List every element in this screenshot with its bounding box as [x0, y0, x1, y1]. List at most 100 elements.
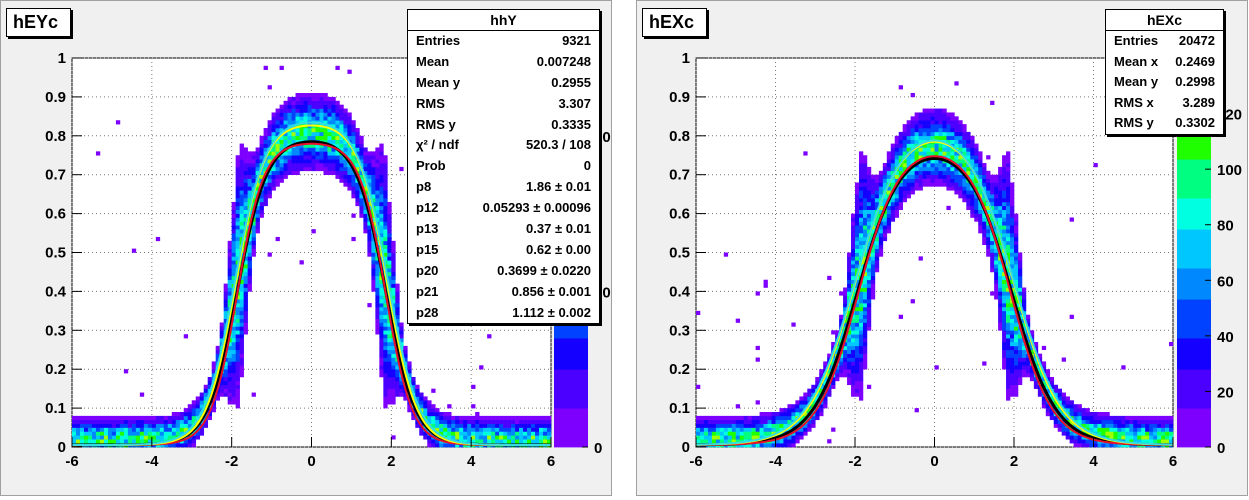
histogram-cell: [954, 186, 959, 191]
histogram-cell: [870, 190, 876, 195]
histogram-cell: [487, 435, 492, 440]
histogram-cell: [946, 116, 951, 121]
histogram-cell: [978, 217, 983, 222]
stats-label: χ² / ndf: [416, 137, 459, 153]
histogram-cell: [978, 163, 983, 168]
histogram-cell: [858, 205, 864, 211]
histogram-cell: [279, 159, 284, 164]
histogram-cell: [487, 415, 492, 421]
histogram-cell: [491, 423, 496, 428]
histogram-cell: [527, 431, 532, 436]
stats-label: p20: [416, 262, 439, 278]
histogram-cell: [247, 190, 252, 195]
histogram-cell: [175, 423, 181, 428]
histogram-cell: [866, 213, 872, 218]
histogram-cell: [171, 443, 177, 448]
histogram-cell: [1002, 236, 1007, 242]
histogram-cell: [998, 170, 1003, 175]
histogram-cell: [1057, 427, 1062, 432]
histogram-cell: [355, 135, 360, 140]
histogram-cell: [1033, 384, 1039, 389]
histogram-cell: [1014, 229, 1019, 234]
histogram-cell: [791, 408, 796, 413]
histogram-cell: [1121, 427, 1126, 432]
histogram-cell: [743, 443, 748, 448]
histogram-cell: [978, 170, 983, 175]
histogram-cell: [886, 209, 892, 214]
histogram-cell: [986, 209, 991, 214]
histogram-cell: [1029, 349, 1035, 354]
histogram-cell: [1010, 240, 1015, 246]
histogram-cell: [1002, 221, 1007, 226]
histogram-cell: [323, 159, 328, 164]
histogram-cell: [1145, 439, 1150, 444]
histogram-cell: [918, 174, 923, 179]
histogram-cell: [199, 400, 205, 405]
histogram-cell: [291, 104, 296, 109]
histogram-cell: [383, 373, 388, 378]
histogram-cell: [986, 248, 991, 253]
stats-label: Mean: [416, 53, 450, 69]
histogram-cell: [942, 182, 947, 187]
histogram-cell: [223, 283, 228, 288]
histogram-cell: [1085, 415, 1090, 421]
histogram-cell: [1029, 376, 1035, 382]
histogram-cell: [862, 283, 868, 288]
histogram-cell: [379, 330, 384, 335]
histogram-cell: [239, 369, 244, 374]
histogram-cell: [547, 427, 552, 432]
histogram-cell: [835, 345, 840, 351]
histogram-cell: [283, 170, 288, 175]
histogram-cell: [391, 380, 396, 386]
histogram-cell: [243, 201, 248, 207]
histogram-cell: [239, 338, 244, 343]
histogram-cell: [271, 147, 276, 152]
histogram-cell: [1017, 353, 1023, 358]
histogram-cell: [787, 408, 792, 413]
histogram-cell: [990, 178, 995, 183]
histogram-cell: [874, 178, 880, 183]
histogram-cell: [855, 198, 860, 203]
histogram-cell: [847, 334, 852, 339]
histogram-cell: [147, 439, 153, 444]
histogram-cell: [759, 443, 764, 448]
histogram-cell: [99, 415, 105, 421]
histogram-cell: [1145, 431, 1150, 436]
histogram-cell: [858, 186, 864, 191]
histogram-cell: [299, 159, 304, 164]
histogram-cell: [251, 233, 256, 238]
histogram-cell: [1053, 404, 1059, 409]
histogram-cell: [1010, 268, 1015, 273]
histogram-cell: [998, 205, 1003, 211]
histogram-cell: [231, 268, 236, 273]
histogram-cell: [998, 221, 1003, 226]
histogram-cell: [775, 419, 780, 424]
histogram-cell: [1105, 415, 1110, 421]
histogram-cell: [1002, 303, 1007, 308]
histogram-cell: [942, 116, 947, 121]
histogram-cell: [331, 135, 336, 140]
histogram-cell: [910, 178, 915, 183]
histogram-cell: [902, 128, 907, 133]
histogram-cell: [950, 155, 955, 160]
histogram-cell: [171, 415, 177, 421]
histogram-cell: [235, 240, 240, 246]
histogram-cell: [966, 135, 971, 140]
histogram-cell: [495, 427, 500, 432]
histogram-cell: [862, 178, 868, 183]
histogram-cell: [72, 431, 77, 436]
histogram-cell: [239, 365, 244, 370]
histogram-cell: [235, 248, 240, 253]
histogram-cell: [855, 283, 860, 288]
histogram-cell: [395, 299, 400, 304]
histogram-cell: [858, 345, 864, 351]
histogram-cell: [855, 252, 860, 257]
histogram-cell: [299, 163, 304, 168]
histogram-cell: [191, 435, 197, 440]
histogram-cell: [339, 143, 344, 148]
histogram-cell: [882, 166, 888, 172]
histogram-cell: [882, 174, 888, 179]
histogram-cell: [882, 229, 888, 234]
histogram-cell: [335, 116, 340, 121]
histogram-cell: [787, 443, 792, 448]
